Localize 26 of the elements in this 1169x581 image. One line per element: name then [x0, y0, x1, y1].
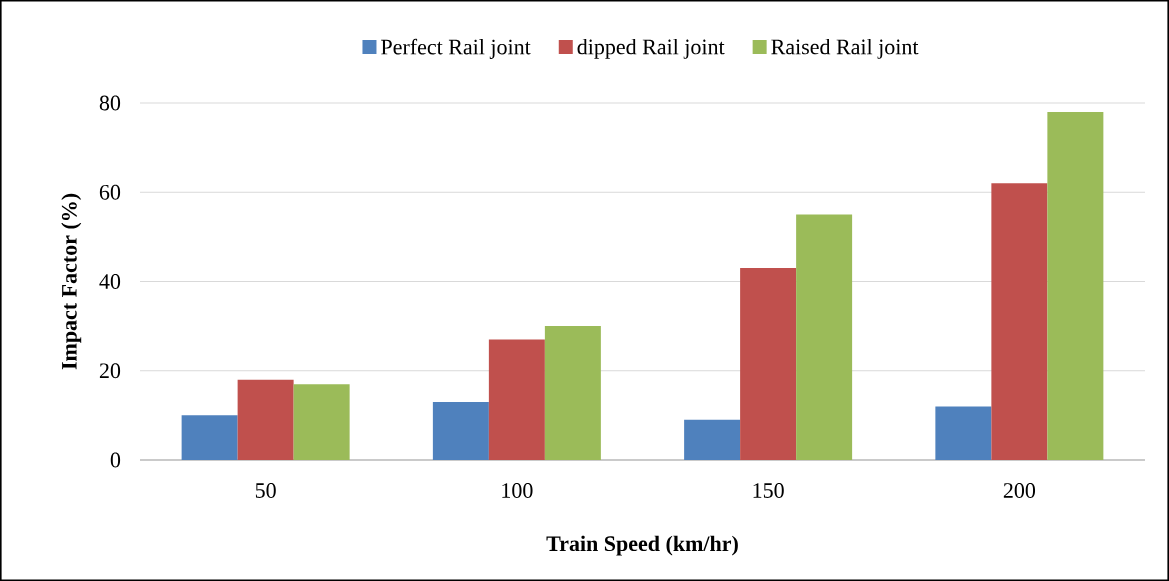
legend-label: dipped Rail joint	[577, 38, 725, 59]
y-tick-label: 40	[99, 274, 121, 289]
y-tick-label: 80	[99, 95, 121, 111]
y-tick-label: 0	[110, 452, 121, 468]
y-tick-label: 60	[99, 184, 121, 200]
x-tick-label: 50	[255, 483, 276, 498]
bar	[1047, 111, 1104, 460]
bar	[237, 379, 294, 460]
bar	[740, 268, 797, 460]
bar	[935, 406, 992, 460]
bar	[488, 339, 545, 460]
legend-label: Raised Rail joint	[771, 38, 919, 59]
x-tick-label: 150	[753, 483, 784, 498]
bar	[181, 415, 238, 460]
x-tick-label: 200	[1003, 483, 1036, 498]
y-axis-title: Impact Factor (%)	[61, 193, 82, 370]
y-tick-label: 20	[99, 363, 121, 379]
bar	[991, 183, 1048, 460]
x-axis-title: Train Speed (km/hr)	[546, 535, 738, 556]
bar	[544, 326, 601, 460]
bar	[293, 384, 350, 460]
bar	[432, 401, 489, 460]
bar	[796, 214, 853, 460]
x-tick-label: 100	[502, 483, 533, 498]
legend-label: Perfect Rail joint	[381, 38, 531, 59]
bar	[684, 419, 741, 460]
